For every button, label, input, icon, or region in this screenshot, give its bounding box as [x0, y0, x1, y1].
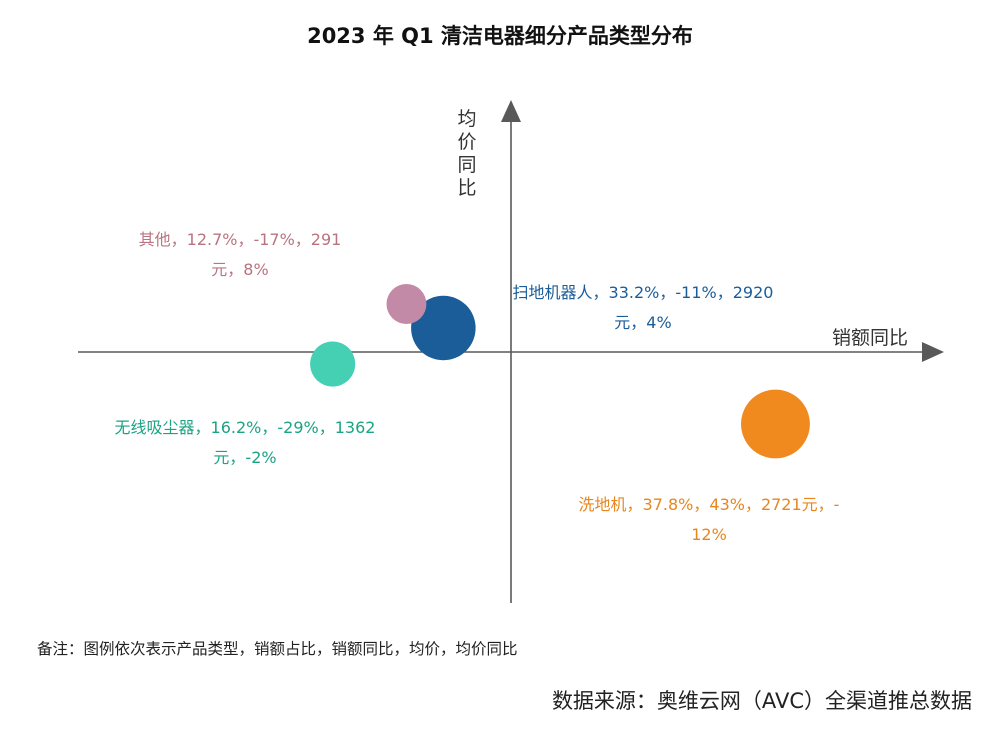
- data-label-qita: 其他，12.7%，-17%，291 元，8%: [139, 225, 342, 285]
- data-label-line: 洗地机，37.8%，43%，2721元，-: [578, 495, 840, 514]
- chart-note: 备注：图例依次表示产品类型，销额占比，销额同比，均价，均价同比: [37, 640, 518, 658]
- data-label-line: 元，4%: [614, 313, 672, 332]
- data-label-line: 12%: [691, 525, 727, 544]
- data-label-line: 无线吸尘器，16.2%，-29%，1362: [114, 418, 376, 437]
- data-label-xidiji: 洗地机，37.8%，43%，2721元，- 12%: [579, 490, 840, 550]
- data-label-line: 元，8%: [211, 260, 269, 279]
- y-axis-label: 均价同比: [457, 108, 477, 199]
- chart-title: 2023 年 Q1 清洁电器细分产品类型分布: [307, 24, 693, 48]
- x-axis-arrow: [922, 342, 944, 362]
- bubble-2: [310, 341, 356, 387]
- bubble-0: [386, 284, 427, 324]
- data-label-line: 元，-2%: [213, 448, 277, 467]
- data-label-line: 扫地机器人，33.2%，-11%，2920: [512, 283, 774, 302]
- bubble-3: [741, 389, 810, 459]
- y-axis-arrow: [501, 100, 521, 122]
- data-label-line: 其他，12.7%，-17%，291: [138, 230, 342, 249]
- bubble-1: [411, 295, 476, 361]
- data-label-saodijiqiren: 扫地机器人，33.2%，-11%，2920 元，4%: [513, 278, 774, 338]
- x-axis-label: 销额同比: [832, 327, 909, 349]
- data-label-wuxianxichenqi: 无线吸尘器，16.2%，-29%，1362 元，-2%: [115, 413, 376, 473]
- data-source: 数据来源：奥维云网（AVC）全渠道推总数据: [551, 689, 972, 713]
